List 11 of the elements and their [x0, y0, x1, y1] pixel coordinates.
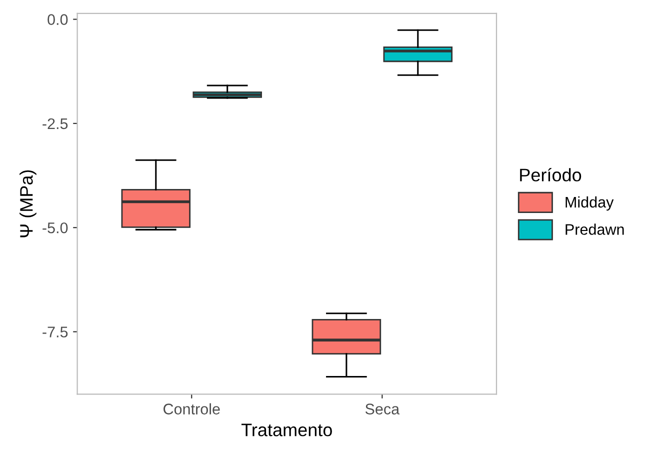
y-tick-label: -7.5 [42, 326, 68, 338]
legend-label: Predawn [566, 224, 624, 235]
y-tick-label: -5.0 [42, 222, 68, 234]
y-tick-label: -2.5 [42, 118, 68, 130]
x-axis-title: Tratamento [241, 424, 332, 436]
x-tick-label: Seca [365, 404, 400, 414]
y-axis-title: Ψ (MPa) [20, 170, 36, 238]
legend-title: Período [520, 168, 582, 182]
legend-label: Midday [566, 196, 614, 211]
y-tick-label: 0.0 [48, 14, 68, 25]
x-tick-label: Controle [164, 403, 220, 414]
